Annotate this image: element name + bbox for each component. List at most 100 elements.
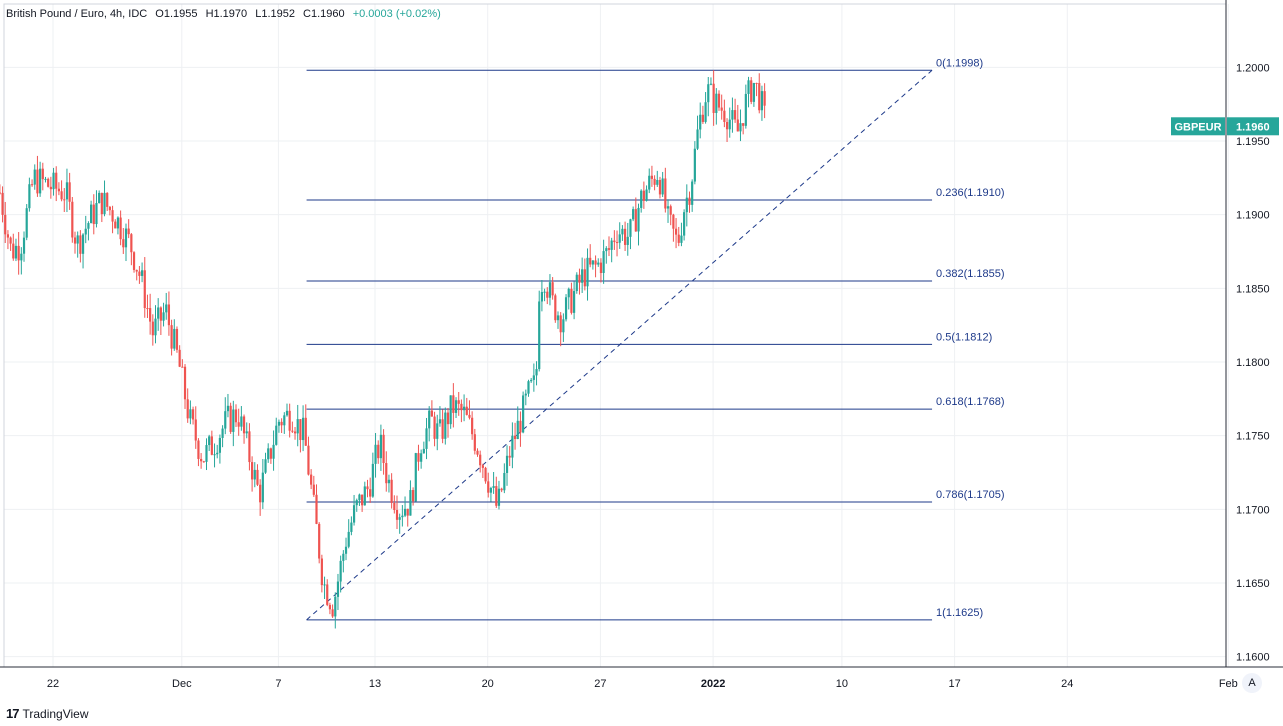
time-tick-label: 7 <box>275 678 281 690</box>
candle-body <box>218 437 222 453</box>
candle-body <box>377 444 380 459</box>
candle-body <box>717 93 721 108</box>
candle-body <box>594 260 597 265</box>
candle-body <box>240 416 243 427</box>
candle-body <box>634 209 637 232</box>
candle-body <box>296 419 299 434</box>
candle-body <box>390 479 393 503</box>
candle-body <box>216 452 219 455</box>
candle-body <box>9 237 12 244</box>
candle-body <box>4 214 7 235</box>
candle-body <box>637 207 640 232</box>
tradingview-watermark[interactable]: 17 TradingView <box>6 706 89 721</box>
candle-body <box>358 494 361 501</box>
price-tick-label: 1.1850 <box>1236 283 1270 295</box>
candle-body <box>728 119 731 130</box>
candle-body <box>623 228 627 245</box>
candle-body <box>554 295 557 321</box>
candle-body <box>226 405 230 412</box>
candle-body <box>527 381 530 394</box>
price-change: +0.0003 (+0.02%) <box>352 8 441 20</box>
candle-body <box>248 431 251 463</box>
candle-body <box>106 192 109 207</box>
time-tick-label: 13 <box>369 678 381 690</box>
candle-body <box>326 584 329 605</box>
candle-body <box>640 190 643 208</box>
candle-body <box>119 217 122 240</box>
candle-body <box>763 91 766 106</box>
candle-body <box>401 515 404 518</box>
candle-body <box>645 189 648 201</box>
time-tick-label: 17 <box>948 678 960 690</box>
time-tick-label: 2022 <box>701 678 725 690</box>
candle-body <box>140 270 144 276</box>
candle-body <box>621 228 624 235</box>
candle-body <box>736 119 739 132</box>
candle-body <box>277 421 281 426</box>
candle-body <box>39 168 42 194</box>
candle-body <box>320 558 323 586</box>
candle-body <box>283 415 286 426</box>
candle-body <box>328 604 332 610</box>
candle-body <box>428 410 431 429</box>
candle-body <box>500 488 503 491</box>
candles <box>0 70 766 629</box>
candle-body <box>143 270 146 309</box>
candle-body <box>55 172 58 189</box>
candle-body <box>28 184 31 209</box>
candle-body <box>503 472 506 491</box>
candle-body <box>433 416 436 439</box>
candle-body <box>100 192 103 215</box>
symbol-badge-label: GBPEUR <box>1174 121 1221 133</box>
candle-body <box>425 428 428 449</box>
candle-body <box>709 83 713 85</box>
symbol-title: British Pound / Euro, 4h, IDC <box>6 8 148 20</box>
candle-body <box>648 175 651 190</box>
candle-body <box>581 269 584 283</box>
candle-body <box>610 240 613 250</box>
candle-body <box>334 596 337 617</box>
candle-body <box>44 178 47 180</box>
candle-body <box>256 469 259 485</box>
candle-body <box>406 508 409 516</box>
candle-body <box>124 228 128 248</box>
candle-body <box>699 114 702 130</box>
candle-body <box>379 434 383 459</box>
candle-body <box>344 546 348 554</box>
candle-body <box>586 257 589 287</box>
candle-body <box>653 178 656 185</box>
candle-body <box>540 292 544 302</box>
candle-body <box>538 301 541 370</box>
candle-body <box>471 417 474 435</box>
time-tick-label: Feb <box>1219 678 1238 690</box>
candle-body <box>25 208 28 238</box>
fib-level-label: 0.5(1.1812) <box>936 331 992 343</box>
candle-body <box>632 209 635 220</box>
candle-body <box>666 206 670 209</box>
candle-body <box>342 553 345 561</box>
candle-body <box>476 450 479 455</box>
candle-body <box>371 463 374 497</box>
candle-body <box>307 445 310 475</box>
candle-body <box>438 419 442 424</box>
candle-body <box>548 282 552 298</box>
candle-body <box>87 223 90 229</box>
candle-body <box>280 421 283 426</box>
candle-body <box>672 214 675 229</box>
candle-body <box>573 291 576 313</box>
candle-body <box>98 192 101 204</box>
candle-body <box>685 197 688 213</box>
candle-body <box>183 366 187 400</box>
candle-body <box>661 178 664 195</box>
candle-body <box>680 235 683 243</box>
auto-scale-button[interactable]: A <box>1242 673 1262 693</box>
candle-body <box>677 234 680 243</box>
candle-body <box>189 409 192 419</box>
candle-body <box>170 325 173 349</box>
ohlc-high: H1.1970 <box>205 8 248 20</box>
candle-body <box>369 489 372 497</box>
fib-level-label: 1(1.1625) <box>936 607 983 619</box>
candle-body <box>495 486 498 506</box>
candle-body <box>181 366 184 368</box>
